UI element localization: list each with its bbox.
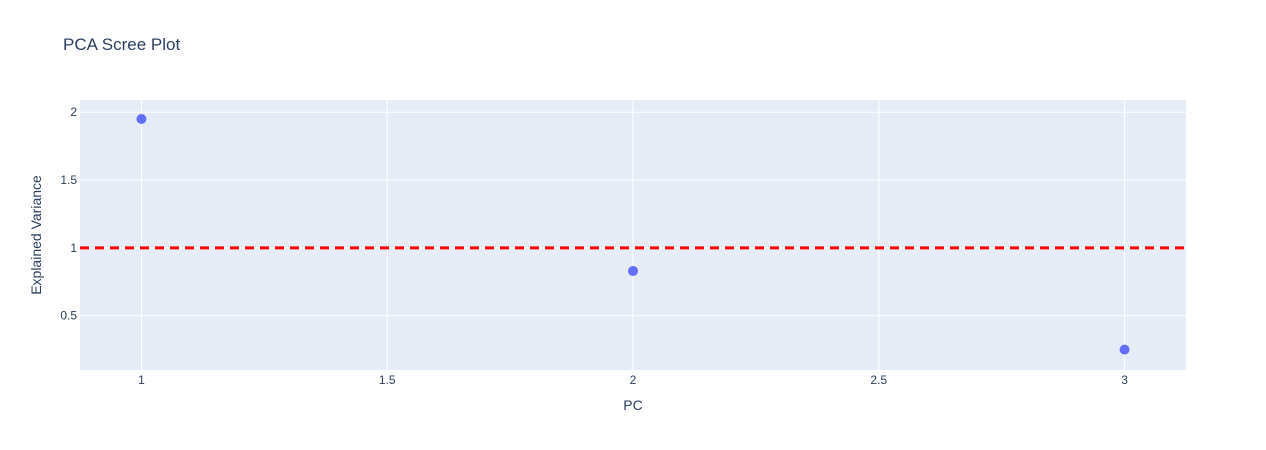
data-point-3 bbox=[1119, 344, 1130, 355]
y-tick-labels: 0.5 1 1.5 2 bbox=[60, 105, 77, 323]
x-tick-label: 2.5 bbox=[870, 373, 887, 387]
x-tick-label: 1.5 bbox=[379, 373, 396, 387]
x-axis-title: PC bbox=[623, 397, 642, 413]
y-tick-label: 0.5 bbox=[60, 309, 77, 323]
chart-title: PCA Scree Plot bbox=[63, 35, 180, 54]
y-tick-label: 1 bbox=[70, 241, 77, 255]
x-tick-label: 2 bbox=[630, 373, 637, 387]
data-point-2 bbox=[628, 265, 638, 276]
y-axis-title: Explained Variance bbox=[28, 175, 44, 295]
data-points bbox=[136, 113, 1130, 355]
data-point-1 bbox=[136, 113, 147, 124]
x-tick-labels: 1 1.5 2 2.5 3 bbox=[138, 373, 1128, 387]
x-tick-label: 1 bbox=[138, 373, 145, 387]
y-tick-label: 1.5 bbox=[60, 173, 77, 187]
y-tick-label: 2 bbox=[70, 105, 77, 119]
x-tick-label: 3 bbox=[1121, 373, 1128, 387]
